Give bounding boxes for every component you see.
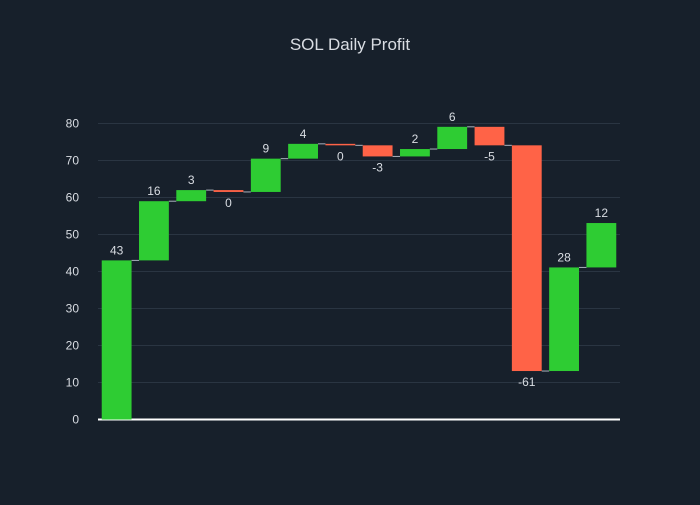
y-tick-label: 20 xyxy=(66,339,80,353)
waterfall-bar xyxy=(213,190,244,192)
waterfall-bar xyxy=(176,190,207,202)
chart-title: SOL Daily Profit xyxy=(290,35,411,54)
y-tick-label: 30 xyxy=(66,302,80,316)
connector-layer xyxy=(131,126,587,372)
waterfall-bar xyxy=(474,126,505,146)
y-tick-label: 80 xyxy=(66,117,80,131)
waterfall-bar xyxy=(288,143,318,159)
y-tick-label: 0 xyxy=(72,413,79,427)
data-label: 4 xyxy=(300,127,307,141)
data-label: 6 xyxy=(449,110,456,124)
waterfall-bar xyxy=(586,223,617,268)
data-label: 9 xyxy=(262,142,269,156)
data-label-layer: 43 16 3 0 9 4 0 -3 2 6 -5 -61 28 12 xyxy=(110,110,608,389)
waterfall-bar xyxy=(139,201,169,261)
y-tick-label: 60 xyxy=(66,191,80,205)
waterfall-bar xyxy=(101,260,132,420)
data-label: 3 xyxy=(188,173,195,187)
waterfall-bar xyxy=(511,145,542,372)
data-label: 2 xyxy=(412,132,419,146)
data-label: 16 xyxy=(147,184,161,198)
waterfall-bar xyxy=(325,143,356,146)
data-label: 0 xyxy=(337,149,344,163)
waterfall-bar xyxy=(362,145,393,157)
waterfall-bar xyxy=(437,126,468,150)
y-tick-label: 10 xyxy=(66,376,80,390)
waterfall-bar xyxy=(549,267,579,372)
data-label: 12 xyxy=(595,206,609,220)
y-tick-label: 50 xyxy=(66,228,80,242)
data-label: -61 xyxy=(518,375,536,389)
data-label: 43 xyxy=(110,243,124,257)
data-label: -3 xyxy=(372,160,383,174)
waterfall-bar xyxy=(400,149,430,157)
y-tick-label: 70 xyxy=(66,154,80,168)
data-label: 28 xyxy=(557,250,571,264)
data-label: -5 xyxy=(484,149,495,163)
data-label: 0 xyxy=(225,196,232,210)
waterfall-bar xyxy=(250,158,281,192)
y-tick-label: 40 xyxy=(66,265,80,279)
bar-layer xyxy=(101,126,617,420)
